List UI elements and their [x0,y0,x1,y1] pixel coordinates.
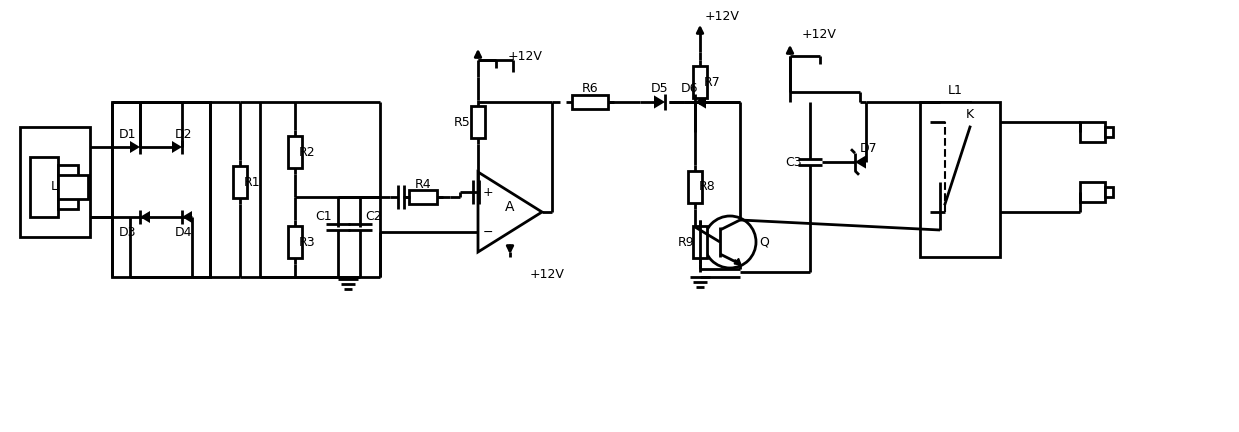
Bar [1080,122,1105,142]
Text: R4: R4 [415,178,431,191]
Text: R1: R1 [244,175,260,188]
Text: Q: Q [760,235,769,248]
Text: C3: C3 [786,156,803,168]
Bar [688,171,703,203]
Text: D6: D6 [681,82,699,95]
Text: +12V: +12V [802,28,836,41]
Bar [287,136,302,168]
Bar [287,226,302,258]
Polygon shape [855,156,866,168]
Text: R8: R8 [699,181,715,194]
Bar [1105,187,1113,197]
Text: +12V: +12V [530,267,565,280]
Bar [940,102,970,182]
Bar [471,106,484,138]
Bar [1080,182,1105,202]
Text: D3: D3 [119,226,136,238]
Text: D7: D7 [860,142,877,155]
Bar [1105,127,1113,137]
Bar [30,157,58,217]
Text: D1: D1 [119,127,136,140]
Polygon shape [130,141,140,153]
Polygon shape [140,211,150,223]
Text: +12V: +12V [705,10,740,23]
Bar [572,95,608,109]
Text: L: L [51,181,57,194]
Bar [58,175,88,199]
Bar [112,102,209,277]
Bar [921,102,1000,257]
Polygon shape [478,172,541,252]
Text: C2: C2 [366,210,383,223]
Text: D4: D4 [175,226,193,238]
Text: +12V: +12V [508,50,543,63]
Bar [693,66,707,98]
Bar [233,166,247,198]
Bar [20,127,90,237]
Text: R7: R7 [704,76,720,89]
Text: A: A [506,200,514,214]
Text: R2: R2 [299,146,315,159]
Circle shape [704,216,756,268]
Text: R9: R9 [678,235,694,248]
Bar [693,226,707,258]
Text: D2: D2 [175,127,193,140]
Text: C1: C1 [316,210,332,223]
Text: R3: R3 [299,235,315,248]
Text: D5: D5 [652,82,669,95]
Text: R5: R5 [453,115,471,128]
FancyArrow shape [735,258,741,265]
Bar [409,190,437,204]
Text: +: + [483,185,493,198]
Text: −: − [483,226,493,238]
Text: K: K [966,108,974,121]
Text: L1: L1 [948,83,963,96]
Polygon shape [654,95,665,108]
Polygon shape [182,211,192,223]
Bar [58,165,78,209]
Text: R6: R6 [581,82,598,95]
Polygon shape [695,95,706,108]
Polygon shape [172,141,182,153]
